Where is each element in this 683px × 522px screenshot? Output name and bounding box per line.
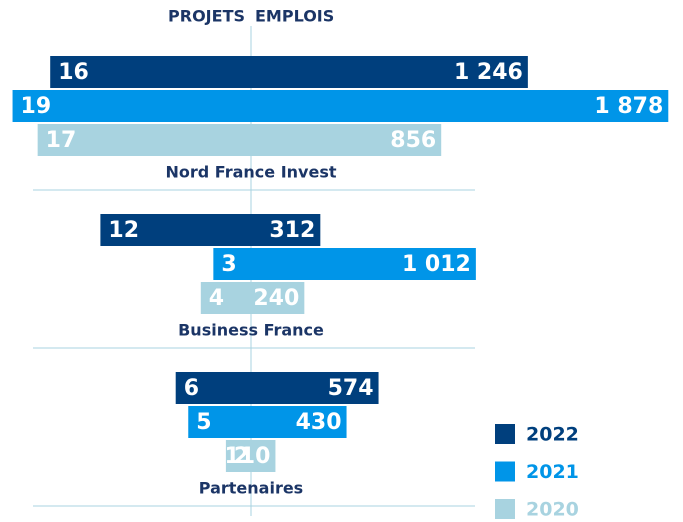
projets-bar xyxy=(188,406,251,438)
emplois-label: 240 xyxy=(253,286,299,311)
emplois-label: 1 246 xyxy=(454,60,523,85)
legend-swatch xyxy=(495,461,515,482)
emplois-bar xyxy=(251,90,669,122)
emplois-label: 856 xyxy=(390,128,436,153)
category-label: Partenaires xyxy=(199,479,303,498)
projets-label: 19 xyxy=(21,94,52,119)
projets-bar xyxy=(175,372,251,404)
emplois-bar xyxy=(251,56,528,88)
projets-bar xyxy=(200,282,251,314)
legend-label: 2021 xyxy=(526,461,579,483)
emplois-label: 430 xyxy=(296,410,342,435)
emplois-bar xyxy=(251,124,442,156)
right-title: EMPLOIS xyxy=(255,7,334,26)
projets-label: 12 xyxy=(108,218,139,243)
emplois-label: 1 012 xyxy=(402,252,471,277)
projets-label: 17 xyxy=(46,128,77,153)
emplois-label: 312 xyxy=(269,218,315,243)
emplois-bar xyxy=(251,214,321,246)
projets-bar xyxy=(100,214,252,246)
projets-bar xyxy=(225,440,251,472)
projets-label: 5 xyxy=(196,410,211,435)
projets-label: 6 xyxy=(184,376,199,401)
projets-label: 2 xyxy=(234,444,249,469)
projets-bar xyxy=(12,90,251,122)
projets-bar xyxy=(50,56,252,88)
emplois-label: 1 878 xyxy=(594,94,663,119)
category-label: Nord France Invest xyxy=(166,163,337,182)
projets-label: 16 xyxy=(58,60,89,85)
emplois-label: 574 xyxy=(328,376,374,401)
projets-bar xyxy=(213,248,251,280)
legend-label: 2020 xyxy=(526,499,579,521)
legend-label: 2022 xyxy=(526,424,579,446)
left-title: PROJETS xyxy=(168,7,245,26)
emplois-bar xyxy=(251,248,476,280)
projets-bar xyxy=(37,124,252,156)
legend-swatch xyxy=(495,499,515,519)
emplois-bar xyxy=(251,440,276,472)
emplois-label: 110 xyxy=(225,444,271,469)
emplois-bar xyxy=(251,372,379,404)
projets-label: 4 xyxy=(209,286,224,311)
projets-label: 3 xyxy=(221,252,236,277)
category-label: Business France xyxy=(178,321,324,340)
emplois-bar xyxy=(251,282,305,314)
emplois-bar xyxy=(251,406,347,438)
legend-swatch xyxy=(495,424,515,444)
